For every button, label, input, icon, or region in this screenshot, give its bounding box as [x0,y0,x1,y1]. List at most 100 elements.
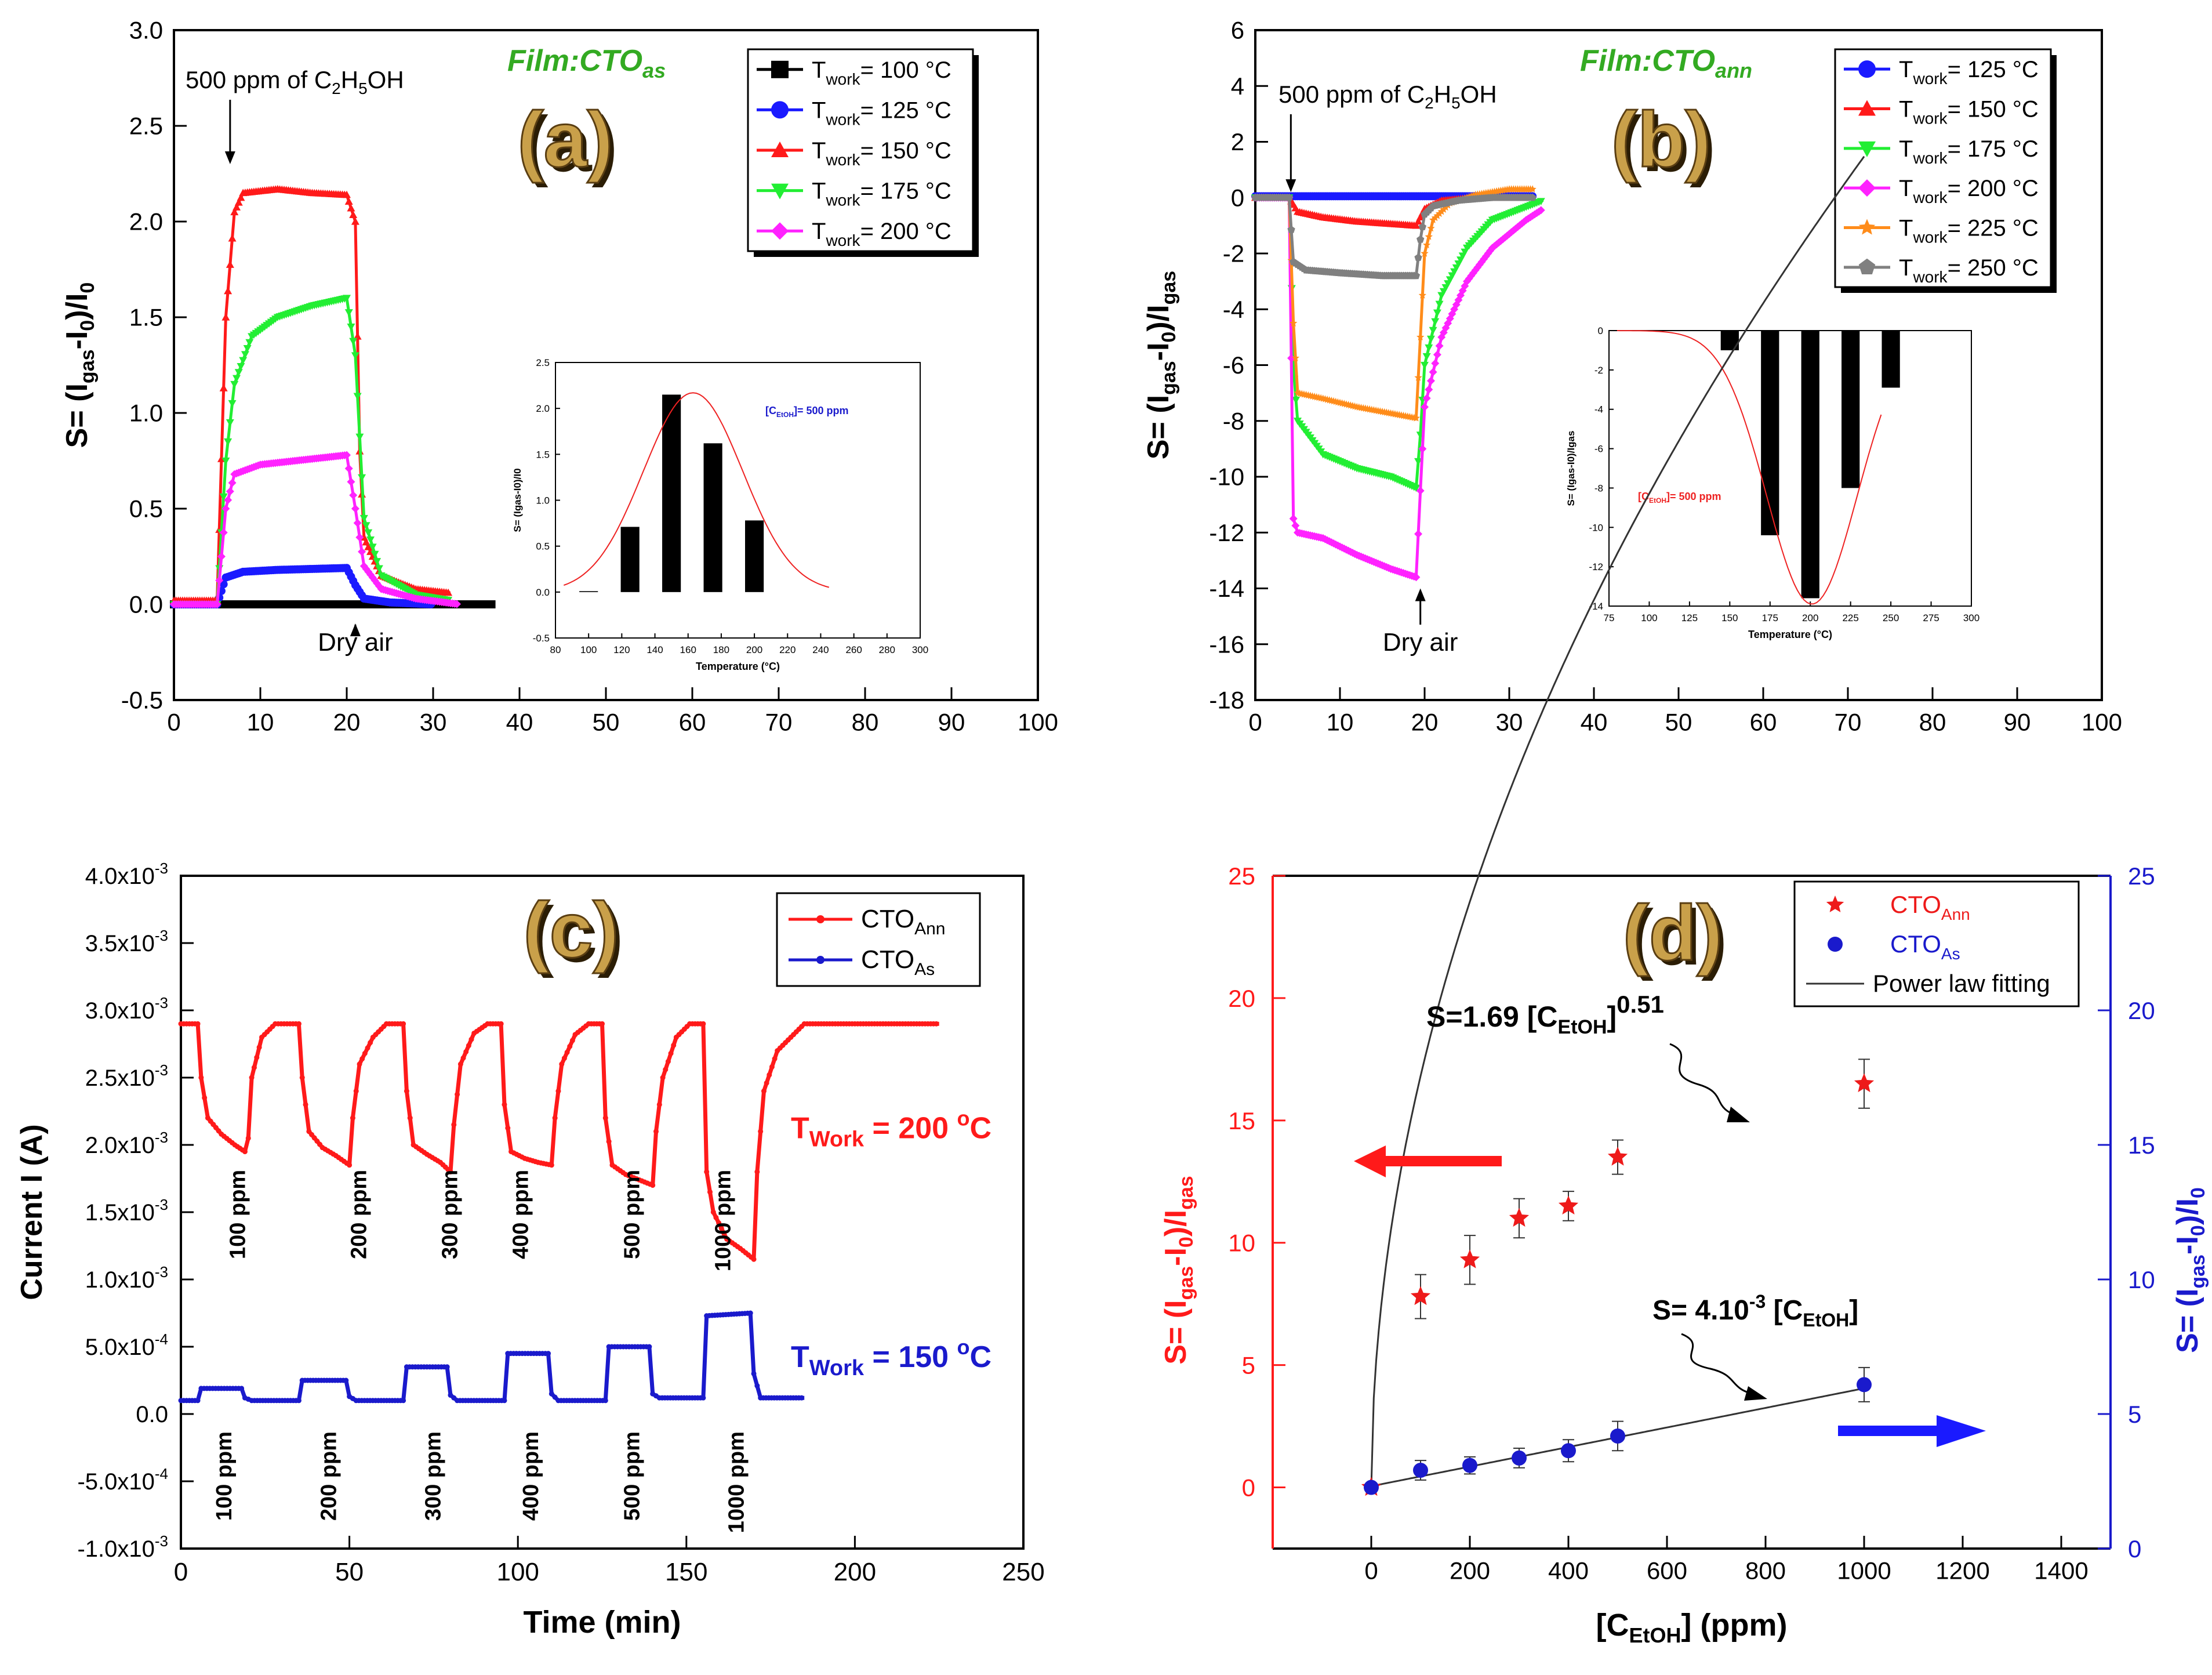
panel-label: (a) [518,96,613,183]
legend-sub: work [825,231,860,249]
data-point [505,1125,511,1131]
y-axis-tick-label: 3.0x10-3 [85,994,168,1024]
data-point [296,1398,302,1404]
y-axis-tick-label: -14 [1209,575,1244,602]
x-axis-tick-label: 10 [1327,709,1354,736]
y-title-sub: 0 [77,320,99,331]
right-y-tick-label: 0 [2128,1535,2141,1562]
data-point [198,1075,204,1081]
power-law-fit-ann [1370,155,1865,1488]
legend-marker [1858,258,1876,274]
y-axis-tick-label: 2.0 [129,208,163,235]
data-point [1290,319,1298,327]
inset-x-tick-label: 200 [1802,612,1818,623]
inset-bar [1882,331,1900,388]
right-arrow-head [1937,1415,1986,1447]
data-point [373,558,382,565]
data-point [224,287,233,295]
data-point [650,1183,656,1188]
legend-marker [1858,219,1876,235]
data-point [646,1344,652,1350]
data-point [710,1209,716,1215]
temp-base: T [791,1340,809,1374]
data-point [1441,203,1450,211]
data-point [754,1169,760,1174]
legend-temp: = 250 °C [1948,255,2039,281]
y-axis-tick-label: -5.0x10-4 [77,1465,168,1495]
data-point [1433,309,1441,317]
film-title-sub: ann [1715,59,1752,82]
x-axis-tick-label: 100 [1018,709,1058,736]
data-point [237,362,245,371]
tick-exp: -3 [155,927,168,944]
inset-x-tick-label: 125 [1681,612,1698,623]
x-axis-title: [CEtOH] (ppm) [1596,1608,1788,1647]
legend-base: CTO [1890,891,1941,918]
inset-x-tick-label: 280 [879,644,895,655]
annotation-sub: 2 [332,79,341,97]
data-point [713,1214,719,1220]
data-point [606,1139,612,1144]
inset-y-tick-label: -2 [1594,365,1603,376]
data-point [704,1169,710,1174]
data-point [344,197,353,205]
legend-marker [771,222,789,240]
data-point [660,1075,666,1081]
y-axis-tick-label: 1.5 [129,304,163,331]
data-point [758,1129,764,1134]
y-axis-title: S= (Igas-I0)/Igas [1142,271,1180,459]
inset-y-tick-label: 2.5 [536,357,550,368]
y-axis-title: Current I (A) [15,1124,49,1300]
inset-x-tick-label: 275 [1923,612,1939,623]
temp-unit: C [970,1340,992,1374]
legend-marker [1828,937,1843,952]
fit-sub: EtOH [1558,1016,1607,1038]
data-point [564,1049,570,1055]
data-point [764,1080,769,1086]
legend-base: CTO [1890,930,1941,958]
x-axis-tick-label: 30 [1496,709,1523,736]
legend-entry: Twork= 200 °C [1899,176,2039,206]
data-point-ann [1410,1286,1431,1306]
y-title-part: )/I [60,293,94,320]
annotation-sub: 5 [1451,94,1461,112]
data-point [230,380,239,389]
legend-prefix: T [812,179,826,204]
legend-sub: work [825,151,860,169]
data-point [371,550,379,559]
y-part: -I [1159,1248,1193,1266]
legend-prefix: T [1899,216,1913,241]
inset-concentration-label: [CEtOH]= 500 ppm [765,405,849,419]
legend-temp: = 100 °C [860,57,951,83]
gas-on-arrow-head [1285,179,1296,193]
data-point [343,190,351,198]
inset-y-tick-label: -0.5 [533,633,550,644]
data-point [1425,344,1433,352]
legend-sub: work [1912,268,1948,286]
right-y-axis-title: S= (Igas-I0)/I0 [2171,1187,2209,1353]
annotation-part: H [1434,81,1451,108]
tick-base: 3.0x10 [85,998,155,1024]
inset-x-tick-label: 120 [613,644,630,655]
data-point [350,1115,355,1121]
data-point [353,393,362,401]
temperature-label: TWork = 200 oC [791,1106,991,1151]
inset-label-sub: EtOH [1649,496,1666,505]
legend-marker [816,956,824,964]
legend-base: CTO [861,905,914,933]
inset-x-tick-label: 100 [1641,612,1657,623]
panel-d-chart: 0 200 400 600 800 1000 1200 1400051015202505101… [1159,155,2209,1647]
inset-y-tick-label: 1.0 [536,495,550,506]
film-title-base: Film:CTO [1580,44,1715,78]
data-point [1454,296,1463,304]
data-point [221,313,230,321]
legend-marker [1858,100,1876,116]
y-axis-tick-label: -4 [1223,296,1244,323]
data-point [653,1129,659,1134]
x-axis-tick-label: 800 [1745,1557,1786,1585]
legend-sub: work [1912,188,1948,206]
x-axis-tick-label: 20 [333,709,361,736]
top-ppm-annotation: 100 ppm [226,1170,250,1259]
x-axis-title: Time (min) [523,1605,681,1640]
fit-sup: -3 [1749,1291,1766,1312]
